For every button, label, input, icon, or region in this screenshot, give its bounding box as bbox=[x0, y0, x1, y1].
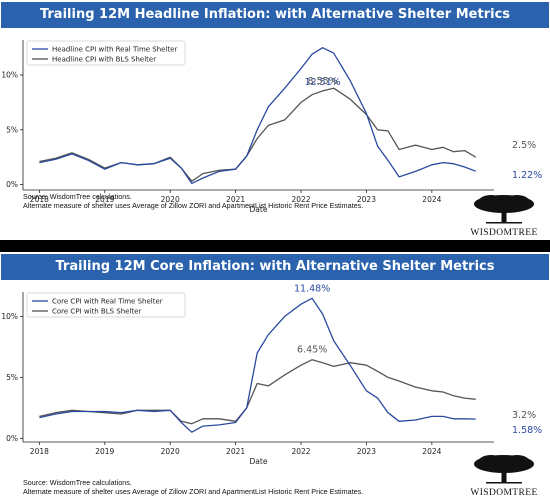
source-line: Source: WisdomTree calculations. bbox=[23, 478, 132, 487]
series-line-real-time-shelter bbox=[39, 297, 476, 433]
series-line-real-time-shelter bbox=[39, 47, 476, 185]
y-tick-label: 5% bbox=[6, 125, 18, 134]
headline-inflation-chart: 0% 5% 10% 2018 2019 2020 2021 2022 2023 2024 Date H… bbox=[1, 40, 542, 214]
source-note: Source: WisdomTree calculations. Alterna… bbox=[23, 478, 363, 496]
wisdomtree-logo: WISDOMTREE bbox=[464, 452, 544, 498]
headline-chart-panel: Trailing 12M Headline Inflation: with Al… bbox=[0, 0, 550, 240]
chart-title: Trailing 12M Core Inflation: with Altern… bbox=[1, 254, 549, 280]
data-label: 6.45% bbox=[297, 345, 327, 356]
x-tick-label: 2024 bbox=[422, 195, 441, 204]
legend-entry: Headline CPI with Real Time Shelter bbox=[52, 46, 177, 54]
source-line: Source: WisdomTree calculations. bbox=[23, 192, 132, 201]
x-tick-label: 2018 bbox=[30, 195, 49, 204]
data-label: 1.22% bbox=[512, 170, 542, 181]
y-tick-label: 10% bbox=[1, 71, 18, 80]
x-axis-label: Date bbox=[250, 457, 268, 466]
y-tick-label: 10% bbox=[1, 312, 18, 321]
x-tick-label: 2024 bbox=[422, 447, 441, 456]
source-note: Source: WisdomTree calculations. Alterna… bbox=[23, 192, 363, 210]
x-tick-label: 2020 bbox=[161, 447, 180, 456]
x-tick-label: 2021 bbox=[226, 195, 245, 204]
data-label: 12.51% bbox=[304, 77, 340, 88]
x-tick-label: 2023 bbox=[357, 447, 376, 456]
legend-entry: Core CPI with BLS Shelter bbox=[52, 308, 141, 316]
tree-icon bbox=[474, 455, 534, 484]
source-line: Alternate measure of shelter uses Averag… bbox=[23, 487, 364, 496]
core-chart-panel: Trailing 12M Core Inflation: with Altern… bbox=[0, 252, 550, 500]
legend-entry: Core CPI with Real Time Shelter bbox=[52, 298, 163, 306]
tree-icon bbox=[474, 195, 534, 224]
x-tick-label: 2020 bbox=[161, 195, 180, 204]
x-axis-label: Date bbox=[250, 205, 268, 214]
legend-frame bbox=[26, 292, 186, 318]
source-line: Alternate measure of shelter uses Averag… bbox=[23, 201, 364, 210]
x-tick-label: 2018 bbox=[30, 447, 49, 456]
legend-entry: Headline CPI with BLS Shelter bbox=[52, 56, 156, 64]
data-label: 2.5% bbox=[512, 140, 536, 151]
data-label: 1.58% bbox=[512, 425, 542, 436]
data-label: 8.55% bbox=[308, 76, 338, 87]
x-tick-label: 2022 bbox=[291, 195, 310, 204]
y-tick-label: 0% bbox=[6, 434, 18, 443]
data-label: 3.2% bbox=[512, 410, 536, 421]
logo-text: WISDOMTREE bbox=[470, 488, 538, 498]
series-line-bls-shelter bbox=[39, 359, 476, 425]
y-tick-label: 0% bbox=[6, 180, 18, 189]
legend: Core CPI with Real Time Shelter Core CPI … bbox=[26, 292, 186, 318]
chart-title: Trailing 12M Headline Inflation: with Al… bbox=[1, 2, 549, 28]
legend-frame bbox=[26, 40, 186, 66]
x-tick-label: 2021 bbox=[226, 447, 245, 456]
data-label: 11.48% bbox=[294, 283, 330, 294]
core-inflation-chart: 0% 5% 10% 2018 2019 2020 2021 2022 2023 2024 Date C… bbox=[1, 283, 542, 466]
x-tick-label: 2019 bbox=[95, 447, 114, 456]
x-tick-label: 2023 bbox=[357, 195, 376, 204]
wisdomtree-logo: WISDOMTREE bbox=[464, 192, 544, 238]
logo-text: WISDOMTREE bbox=[470, 228, 538, 238]
legend: Headline CPI with Real Time Shelter Headl… bbox=[26, 40, 186, 66]
y-tick-label: 5% bbox=[6, 373, 18, 382]
series-line-bls-shelter bbox=[39, 87, 477, 182]
x-tick-label: 2022 bbox=[291, 447, 310, 456]
x-tick-label: 2019 bbox=[95, 195, 114, 204]
